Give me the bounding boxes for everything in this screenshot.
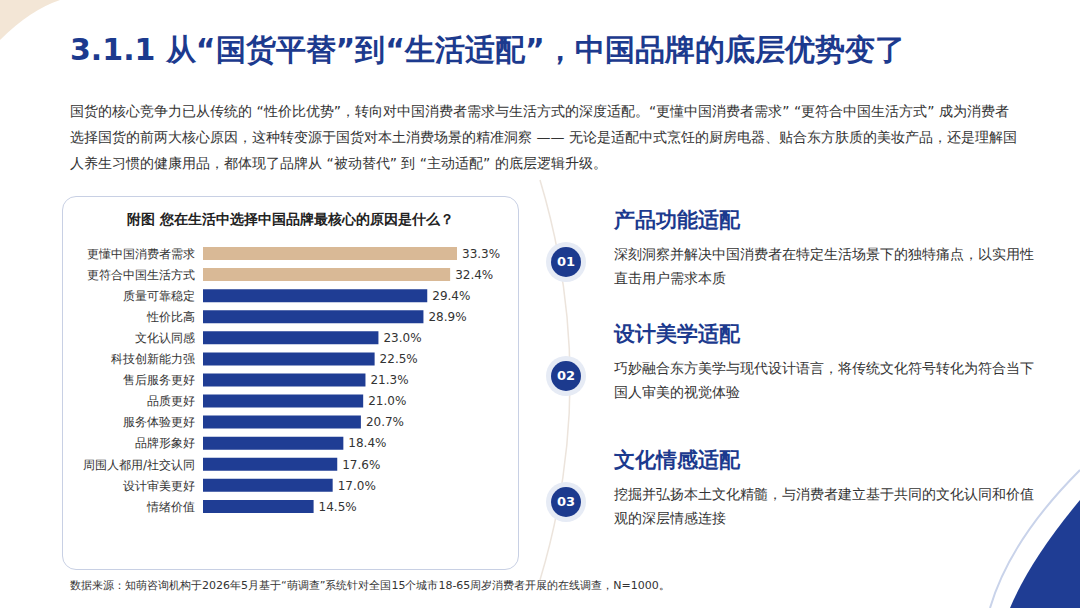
svg-text:29.4%: 29.4%	[432, 289, 470, 303]
html-text:设计美学适配: 设计美学适配	[614, 322, 740, 346]
svg-text:文化认同感: 文化认同感	[135, 331, 195, 345]
svg-text:服务体验更好: 服务体验更好	[123, 415, 195, 429]
html-text:巧妙融合东方美学与现代设计语言，将传统文化符号转化为符合当下: 巧妙融合东方美学与现代设计语言，将传统文化符号转化为符合当下国人审美的视觉体验	[614, 360, 1034, 400]
svg-text:21.3%: 21.3%	[370, 373, 408, 387]
svg-text:21.0%: 21.0%	[368, 394, 406, 408]
html-text:3.1.1 从“国货平替”到“生活适配”，中国品牌的底层优势: 3.1.1 从“国货平替”到“生活适配”，中国品牌的底层优势变了	[70, 32, 905, 67]
svg-text:33.3%: 33.3%	[462, 247, 500, 261]
svg-text:性价比高: 性价比高	[146, 310, 195, 324]
svg-text:售后服务更好: 售后服务更好	[123, 373, 195, 387]
html-text:01: 01	[557, 254, 575, 269]
svg-text:17.0%: 17.0%	[338, 479, 376, 493]
svg-text:18.4%: 18.4%	[348, 436, 386, 450]
svg-text:17.6%: 17.6%	[342, 458, 380, 472]
html-text:挖掘并弘扬本土文化精髓，与消费者建立基于共同的文化认同和价值: 挖掘并弘扬本土文化精髓，与消费者建立基于共同的文化认同和价值观的深层情感连接	[614, 486, 1034, 526]
html-text:附图 您在生活中选择中国品牌最核心的原因是什么？: 附图 您在生活中选择中国品牌最核心的原因是什么？	[127, 211, 454, 227]
svg-text:28.9%: 28.9%	[428, 310, 466, 324]
svg-text:更懂中国消费者需求: 更懂中国消费者需求	[87, 247, 195, 261]
html-text:02: 02	[557, 368, 575, 383]
svg-text:品牌形象好: 品牌形象好	[135, 436, 195, 450]
svg-text:22.5%: 22.5%	[380, 352, 418, 366]
svg-text:20.7%: 20.7%	[366, 415, 404, 429]
html-text:数据来源：知萌咨询机构于2026年5月基于“萌调查”系统针对: 数据来源：知萌咨询机构于2026年5月基于“萌调查”系统针对全国15个城市18-…	[70, 579, 670, 592]
svg-text:情绪价值: 情绪价值	[146, 500, 195, 514]
svg-text:质量可靠稳定: 质量可靠稳定	[123, 289, 195, 303]
svg-text:23.0%: 23.0%	[383, 331, 421, 345]
html-text:文化情感适配: 文化情感适配	[614, 448, 740, 472]
svg-text:更符合中国生活方式: 更符合中国生活方式	[87, 268, 195, 282]
svg-text:设计审美更好: 设计审美更好	[123, 479, 195, 493]
svg-text:品质更好: 品质更好	[147, 394, 195, 408]
html-text:产品功能适配: 产品功能适配	[614, 208, 740, 232]
html-text:深刻洞察并解决中国消费者在特定生活场景下的独特痛点，以实用性: 深刻洞察并解决中国消费者在特定生活场景下的独特痛点，以实用性直击用户需求本质	[614, 246, 1034, 286]
svg-text:32.4%: 32.4%	[455, 268, 493, 282]
html-text:03: 03	[557, 494, 575, 509]
svg-text:周围人都用/社交认同: 周围人都用/社交认同	[83, 458, 195, 472]
html-text:国货的核心竞争力已从传统的 “性价比优势”，转向对中国消费者: 国货的核心竞争力已从传统的 “性价比优势”，转向对中国消费者需求与生活方式的深度…	[70, 103, 1017, 171]
svg-text:科技创新能力强: 科技创新能力强	[111, 352, 195, 366]
svg-text:14.5%: 14.5%	[319, 500, 357, 514]
